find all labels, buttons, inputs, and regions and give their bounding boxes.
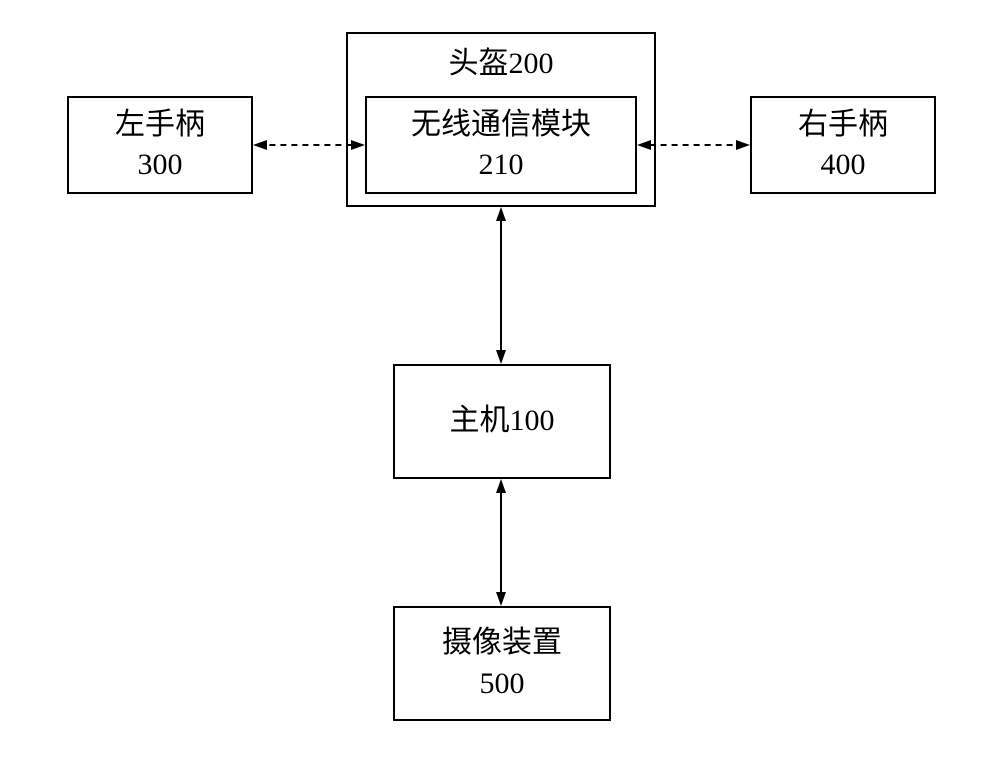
wireless-label-1: 无线通信模块 (411, 105, 591, 146)
camera-label-1: 摄像装置 (442, 623, 562, 664)
node-host: 主机100 (393, 364, 611, 479)
helmet-title: 头盔200 (449, 44, 554, 85)
right-handle-label-1: 右手柄 (798, 105, 888, 146)
node-left-handle: 左手柄 300 (67, 96, 253, 194)
node-wireless-module: 无线通信模块 210 (365, 96, 637, 194)
camera-label-2: 500 (480, 664, 525, 705)
left-handle-label-2: 300 (138, 145, 183, 186)
diagram-canvas: 头盔200 无线通信模块 210 左手柄 300 右手柄 400 主机100 摄… (0, 0, 1000, 765)
node-camera: 摄像装置 500 (393, 606, 611, 721)
host-label: 主机100 (450, 401, 555, 442)
left-handle-label-1: 左手柄 (115, 105, 205, 146)
wireless-label-2: 210 (479, 145, 524, 186)
node-right-handle: 右手柄 400 (750, 96, 936, 194)
right-handle-label-2: 400 (821, 145, 866, 186)
